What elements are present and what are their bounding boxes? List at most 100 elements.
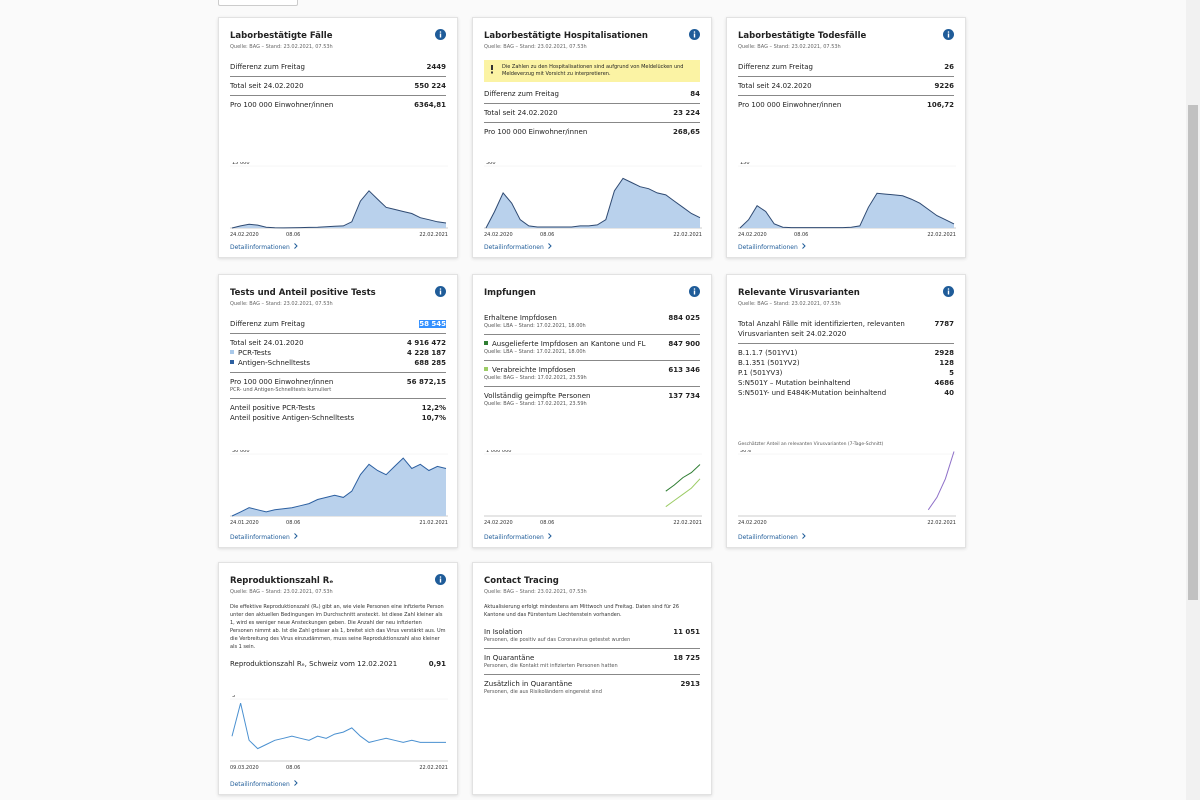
x-tick-label: 22.02.2021: [927, 520, 956, 526]
chart-caption: Geschätzter Anteil an relevanten Virusva…: [738, 442, 884, 447]
row-label-wrap: Differenz zum Freitag: [484, 89, 559, 99]
row-value: 84: [684, 89, 700, 99]
row-group: Zusätzlich in Quarantäne Personen, die au…: [484, 675, 700, 700]
x-tick-label: 24.01.2020: [230, 520, 259, 526]
row-sub: Quelle: BAG – Stand: 17.02.2021, 23.59h: [484, 375, 587, 381]
card-title: Impfungen: [484, 288, 536, 298]
row-label: Differenz zum Freitag: [484, 90, 559, 98]
card: Laborbestätigte Todesfälle Quelle: BAG – …: [726, 17, 966, 258]
detail-link[interactable]: Detailinformationen: [738, 533, 807, 541]
icon-bar: [693, 33, 696, 38]
row-group: Differenz zum Freitag 58 545: [230, 315, 446, 334]
row-label-line: PCR-Tests: [230, 348, 271, 358]
detail-link[interactable]: Detailinformationen: [484, 533, 553, 541]
info-icon[interactable]: [943, 29, 954, 40]
card: Reproduktionszahl Rₑ Quelle: BAG – Stand:…: [218, 562, 458, 795]
card-body: Differenz zum Freitag 2449 Total seit 24.0…: [230, 58, 446, 114]
row-group: In Quarantäne Personen, die Kontakt mit i…: [484, 649, 700, 675]
row-value: 4 228 187: [401, 348, 446, 358]
row-label-wrap: B.1.351 (501YV2): [738, 358, 800, 368]
detail-link[interactable]: Detailinformationen: [230, 243, 299, 251]
row-label: Anteil positive Antigen-Schnelltests: [230, 414, 355, 422]
x-tick-label: 24.02.2020: [230, 232, 259, 238]
row-label-line: Erhaltene Impfdosen: [484, 313, 586, 323]
row-label: Total seit 24.01.2020: [230, 339, 304, 347]
row-group: Pro 100 000 Einwohner/innen 268,65: [484, 123, 700, 141]
row-label-line: Anteil positive Antigen-Schnelltests: [230, 413, 354, 423]
row-label: B.1.351 (501YV2): [738, 359, 800, 367]
data-row: Differenz zum Freitag 2449: [230, 62, 446, 72]
scrollbar[interactable]: [1186, 0, 1200, 800]
row-value: 0,91: [423, 659, 446, 669]
row-value: 4 916 472: [401, 338, 446, 348]
x-tick-label: 24.02.2020: [484, 232, 513, 238]
value: 58 545: [419, 320, 446, 328]
row-label-line: In Quarantäne: [484, 653, 618, 663]
y-tick-label: 50%: [740, 450, 751, 454]
line: [231, 457, 447, 517]
link-text: Detailinformationen: [738, 244, 798, 251]
x-tick-label: 24.02.2020: [738, 232, 767, 238]
value: 7787: [934, 320, 954, 328]
card-title: Contact Tracing: [484, 576, 559, 586]
x-tick-label: 09.03.2020: [230, 765, 259, 771]
x-tick-label: 22.02.2021: [419, 765, 448, 771]
info-icon[interactable]: [435, 574, 446, 585]
paragraph: Die effektive Reproduktionszahl (Rₑ) gib…: [230, 604, 446, 650]
row-label: Verabreichte Impfdosen: [492, 366, 576, 374]
x-tick-label: 21.02.2021: [419, 520, 448, 526]
mini-chart: 15 000 24.02.2020 08.06 22.02.2021: [230, 162, 448, 238]
row-label-line: Pro 100 000 Einwohner/innen: [230, 100, 333, 110]
row-group: Total Anzahl Fälle mit identifizierten, …: [738, 315, 954, 344]
info-icon[interactable]: [943, 286, 954, 297]
row-label-line: B.1.1.7 (501YV1): [738, 348, 797, 358]
data-row: Pro 100 000 Einwohner/innen 6364,81: [230, 100, 446, 110]
row-label: Anteil positive PCR-Tests: [230, 404, 316, 412]
row-label: B.1.1.7 (501YV1): [738, 349, 798, 357]
detail-link[interactable]: Detailinformationen: [484, 243, 553, 251]
value: 884 025: [668, 314, 700, 322]
row-value: 2449: [421, 62, 446, 72]
chevron: [801, 533, 806, 539]
data-row: Differenz zum Freitag 84: [484, 89, 700, 99]
source: Quelle: BAG – Stand: 23.02.2021, 07.53h: [230, 301, 333, 307]
warning-icon: [491, 65, 493, 74]
card: Laborbestätigte Fälle Quelle: BAG – Stand…: [218, 17, 458, 258]
info-icon[interactable]: [689, 286, 700, 297]
info-icon[interactable]: [435, 29, 446, 40]
row-label: Total Anzahl Fälle mit identifizierten, …: [738, 320, 905, 338]
data-row: Ausgelieferte Impfdosen an Kantone und F…: [484, 339, 700, 356]
row-value: 6364,81: [408, 100, 446, 110]
detail-link[interactable]: Detailinformationen: [230, 533, 299, 541]
row-label-line: Pro 100 000 Einwohner/innen: [484, 127, 587, 137]
detail-link[interactable]: Detailinformationen: [230, 780, 299, 788]
row-value: 2913: [675, 679, 700, 696]
row-value: 7787: [929, 319, 954, 339]
card: Contact Tracing Quelle: BAG – Stand: 23.0…: [472, 562, 712, 795]
row-value: 9226: [929, 81, 954, 91]
row-value: 688 285: [408, 358, 446, 368]
card-title: Tests und Anteil positive Tests: [230, 288, 376, 298]
line: [665, 464, 701, 492]
row-label-wrap: B.1.1.7 (501YV1): [738, 348, 797, 358]
info-icon[interactable]: [689, 29, 700, 40]
row-label: Total seit 24.02.2020: [230, 82, 304, 90]
info-icon[interactable]: [435, 286, 446, 297]
row-value: 40: [938, 388, 954, 398]
row-label-wrap: Verabreichte Impfdosen Quelle: BAG – Stan…: [484, 365, 587, 382]
row-label: S:N501Y – Mutation beinhaltend: [738, 379, 851, 387]
data-row: S:N501Y- und E484K-Mutation beinhaltend 4…: [738, 388, 954, 398]
row-label: In Quarantäne: [484, 654, 535, 662]
icon-dot: [693, 31, 696, 33]
source: Quelle: BAG – Stand: 23.02.2021, 07.53h: [230, 44, 333, 50]
detail-link[interactable]: Detailinformationen: [738, 243, 807, 251]
paragraph: Aktualisierung erfolgt mindestens am Mit…: [484, 604, 680, 618]
data-row: In Quarantäne Personen, die Kontakt mit i…: [484, 653, 700, 670]
button[interactable]: [218, 0, 298, 6]
mini-chart: 30 000 24.01.2020 08.06 21.02.2021: [230, 450, 448, 526]
card-title: Reproduktionszahl Rₑ: [230, 576, 334, 586]
card: Tests und Anteil positive Tests Quelle: B…: [218, 274, 458, 548]
row-label-line: Total Anzahl Fälle mit identifizierten, …: [738, 319, 929, 339]
icon-dot: [439, 576, 442, 578]
row-label-wrap: Anteil positive Antigen-Schnelltests: [230, 413, 354, 423]
